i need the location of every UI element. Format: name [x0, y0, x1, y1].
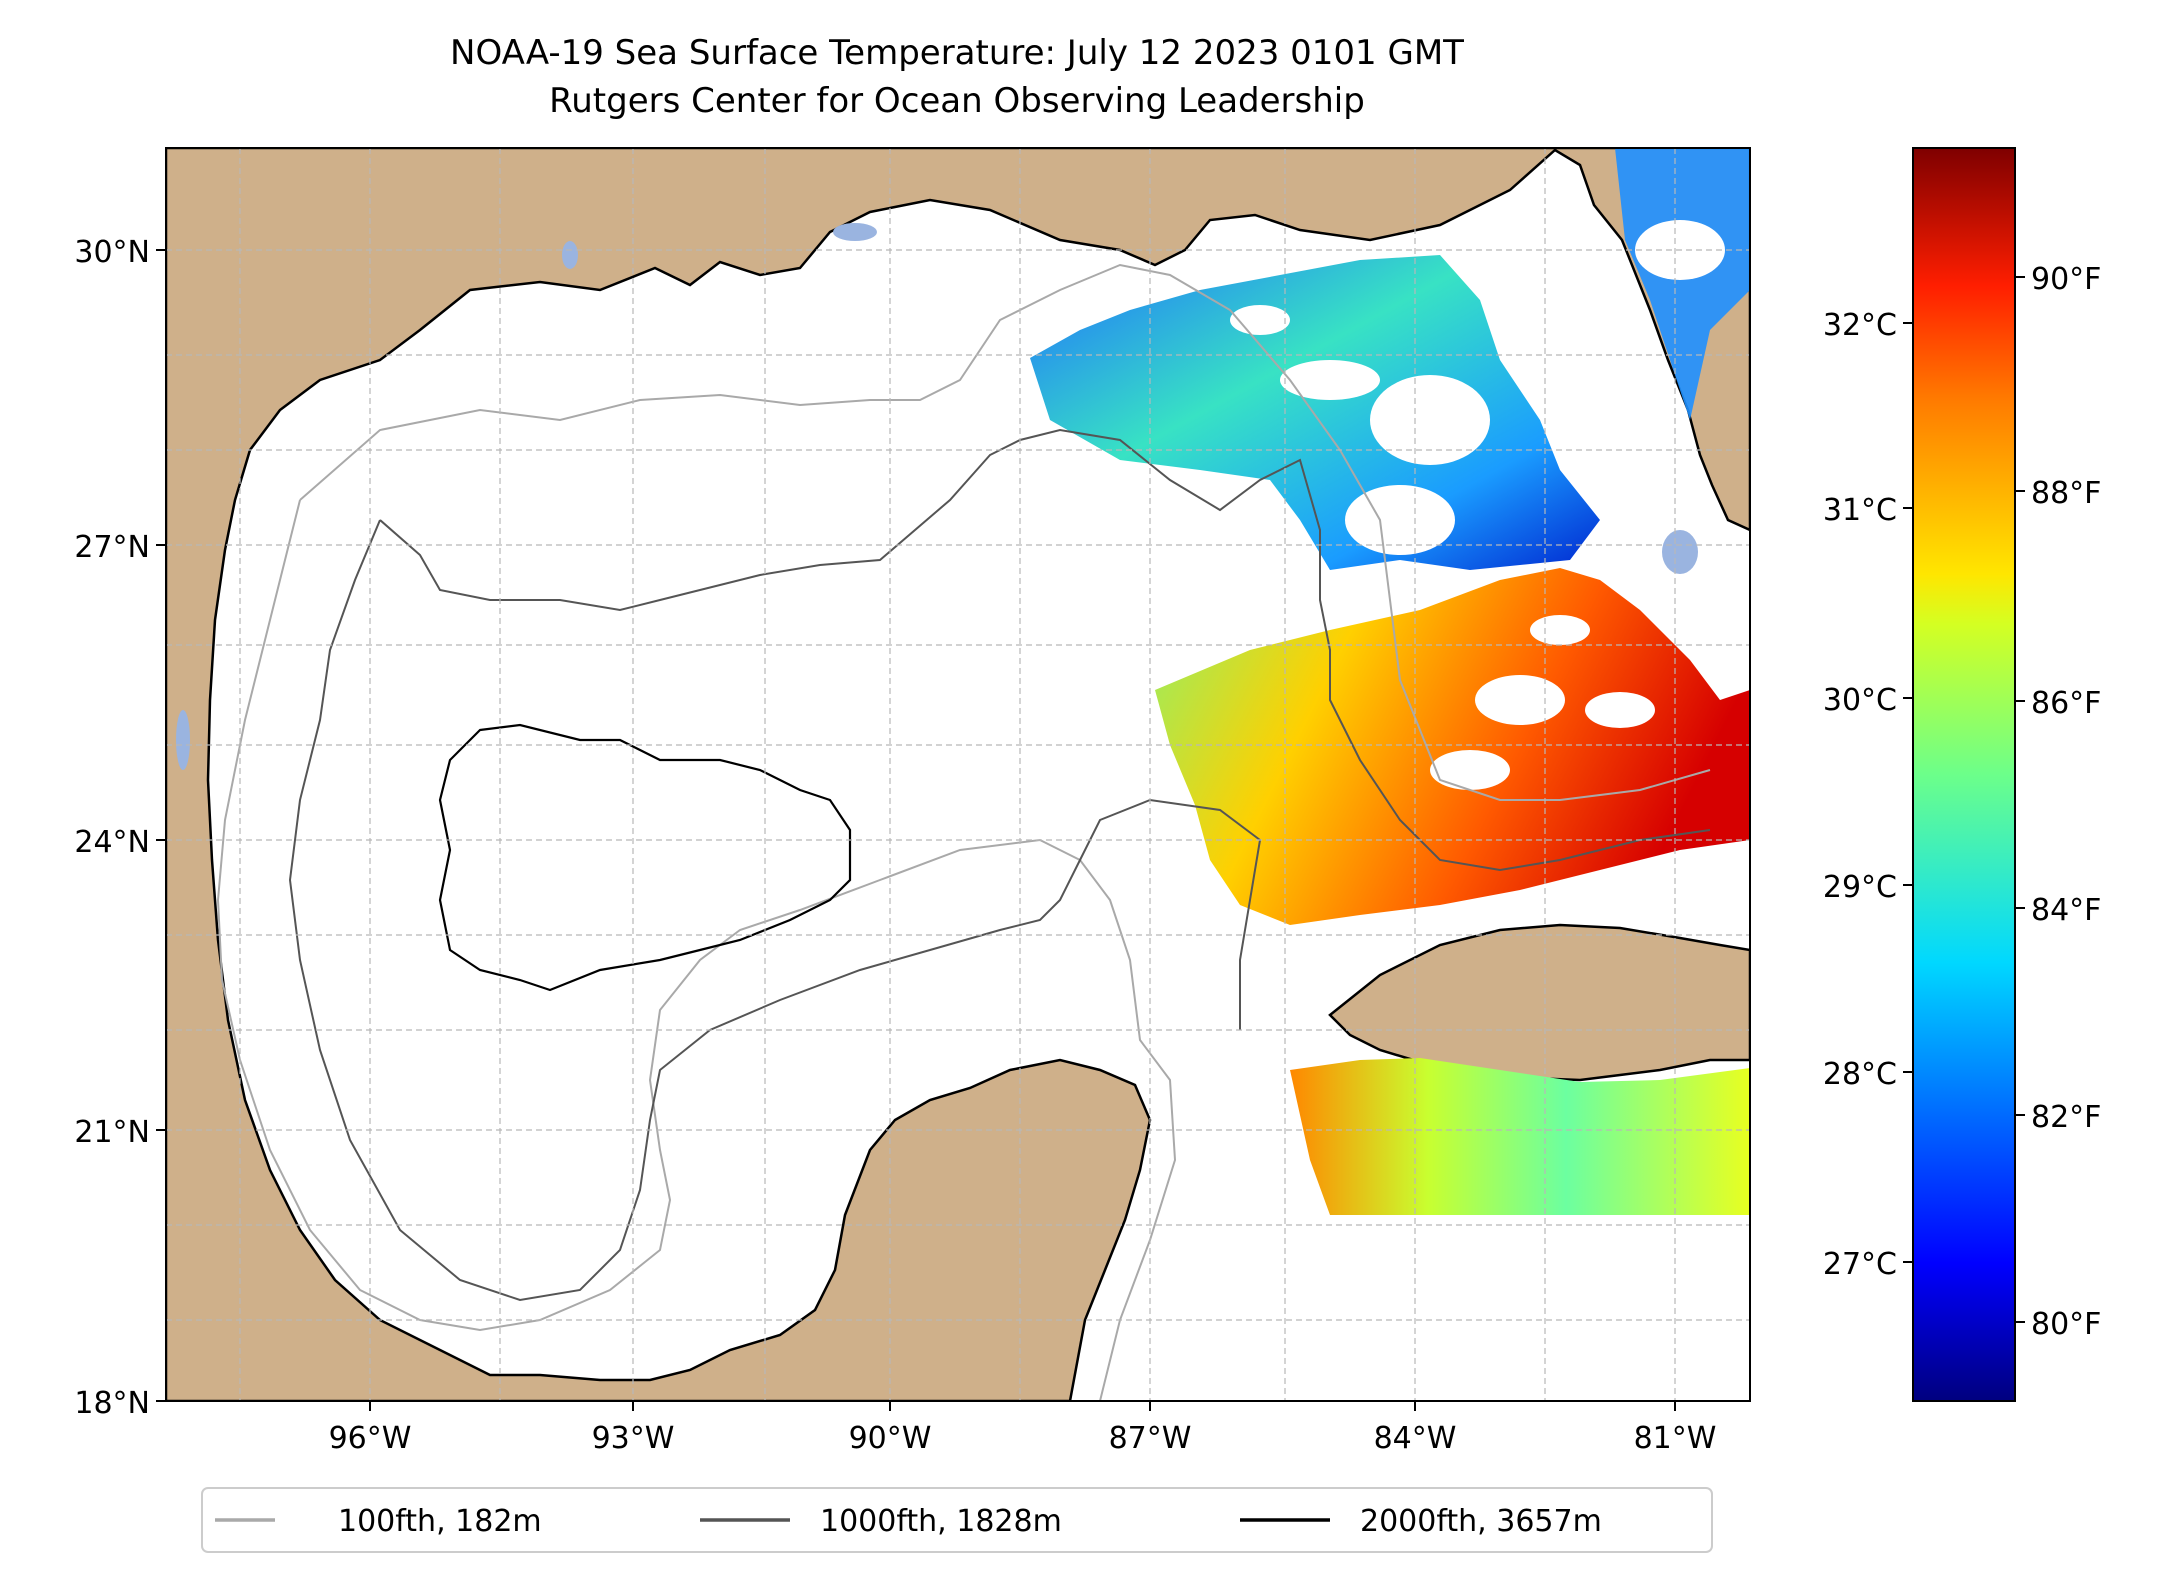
fahrenheit-tick-label: 80°F [2031, 1307, 2101, 1342]
colorbar: 32°C 31°C 30°C 29°C 28°C 27°C 90°F 88°F … [1823, 147, 2101, 1402]
lake-okeechobee [1662, 530, 1698, 574]
lakes [176, 223, 1698, 770]
fahrenheit-tick-label: 84°F [2031, 893, 2101, 928]
lon-tick-label: 81°W [1634, 1421, 1717, 1456]
contour-100fth [216, 263, 1711, 1401]
lon-tick-label: 84°W [1374, 1421, 1457, 1456]
celsius-tick-label: 29°C [1823, 870, 1897, 905]
legend-item-1000fth: 1000fth, 1828m [700, 1504, 1062, 1539]
lat-tick-label: 18°N [74, 1386, 150, 1421]
celsius-tick-label: 32°C [1823, 308, 1897, 343]
land-north-america [166, 148, 1750, 1401]
legend-label: 2000fth, 3657m [1360, 1504, 1602, 1539]
lake-pontchartrain [833, 223, 877, 241]
legend-item-2000fth: 2000fth, 3657m [1240, 1504, 1602, 1539]
legend-label: 1000fth, 1828m [820, 1504, 1062, 1539]
legend-box [201, 1487, 1713, 1553]
legend-item-100fth: 100fth, 182m [215, 1504, 542, 1539]
sst-swath-south [1155, 568, 1750, 925]
fahrenheit-tick-label: 90°F [2031, 262, 2101, 297]
celsius-tick-label: 30°C [1823, 683, 1897, 718]
lon-tick-label: 90°W [849, 1421, 932, 1456]
gridlines [166, 148, 1750, 1401]
fahrenheit-tick-label: 88°F [2031, 476, 2101, 511]
lat-tick-label: 27°N [74, 530, 150, 565]
sst-swaths [1030, 148, 1750, 1215]
colorbar-gradient [1912, 147, 2016, 1402]
lon-tick-label: 96°W [329, 1421, 412, 1456]
lat-axis: 30°N 27°N 24°N 21°N 18°N [74, 235, 166, 1421]
lon-axis: 96°W 93°W 90°W 87°W 84°W 81°W [329, 1401, 1717, 1456]
sst-swath-cuba [1290, 1058, 1750, 1215]
legend: 100fth, 182m 1000fth, 1828m 2000fth, 365… [201, 1487, 1713, 1553]
celsius-tick-label: 28°C [1823, 1057, 1897, 1092]
lat-tick-label: 30°N [74, 235, 150, 270]
celsius-tick-label: 27°C [1823, 1247, 1897, 1282]
map-frame [165, 147, 1751, 1402]
lat-tick-label: 21°N [74, 1115, 150, 1150]
celsius-ticks: 32°C 31°C 30°C 29°C 28°C 27°C [1823, 308, 1913, 1282]
lon-tick-label: 93°W [592, 1421, 675, 1456]
lake-laguna-madre [176, 710, 190, 770]
fahrenheit-ticks: 90°F 88°F 86°F 84°F 82°F 80°F [2015, 262, 2101, 1342]
contour-1000fth [288, 428, 1711, 1302]
lon-tick-label: 87°W [1109, 1421, 1192, 1456]
title-line-1: NOAA-19 Sea Surface Temperature: July 12… [450, 33, 1464, 73]
lake-sabine [562, 241, 578, 269]
fahrenheit-tick-label: 86°F [2031, 686, 2101, 721]
celsius-tick-label: 31°C [1823, 493, 1897, 528]
map-panel [166, 148, 1750, 1401]
title-line-2: Rutgers Center for Ocean Observing Leade… [549, 81, 1365, 121]
sst-swath-east-florida [1615, 148, 1750, 420]
legend-label: 100fth, 182m [338, 1504, 542, 1539]
lat-tick-label: 24°N [74, 825, 150, 860]
fahrenheit-tick-label: 82°F [2031, 1100, 2101, 1135]
sst-swath-north [1030, 255, 1600, 570]
